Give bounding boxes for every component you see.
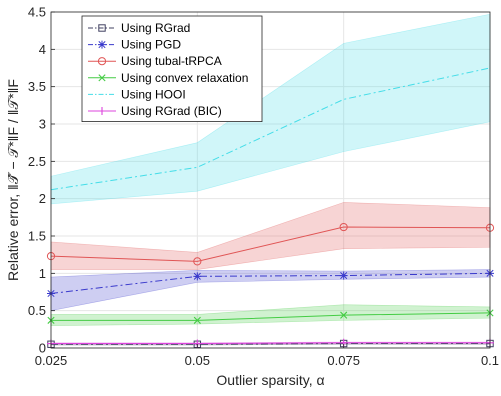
y-tick-label: 3.5 xyxy=(28,79,46,94)
legend-label: Using HOOI xyxy=(121,87,186,101)
series-line xyxy=(50,67,491,191)
data-point xyxy=(193,272,202,281)
series-line xyxy=(50,226,491,262)
x-axis-label: Outlier sparsity, α xyxy=(216,372,324,388)
data-point xyxy=(98,24,106,32)
legend-label: Using RGrad (BIC) xyxy=(121,104,222,118)
confidence-band xyxy=(50,304,491,326)
y-tick-label: 1.5 xyxy=(28,229,46,244)
data-point xyxy=(339,271,348,280)
legend: Using RGrad Using PGD Using tubal-tRPCA Usi… xyxy=(81,15,263,122)
y-tick-label: 4.5 xyxy=(28,5,46,20)
legend-label: Using convex relaxation xyxy=(121,71,248,85)
data-point xyxy=(193,316,201,324)
data-point xyxy=(193,257,202,266)
x-tick-label: 0.075 xyxy=(327,353,360,368)
series-line xyxy=(50,272,491,294)
data-point xyxy=(98,40,106,49)
series-line xyxy=(51,343,490,345)
y-tick-label: 2.5 xyxy=(28,154,46,169)
x-tick-label: 0.1 xyxy=(481,353,499,368)
legend-label: Using PGD xyxy=(121,38,181,52)
plot-frame xyxy=(50,11,491,349)
data-point xyxy=(340,311,348,319)
legend-box xyxy=(81,15,263,122)
y-axis-label: Relative error, ‖𝒯̂ − 𝒯*‖F / ‖𝒯*‖F xyxy=(5,79,21,281)
y-tick-label: 3 xyxy=(39,117,46,132)
data-point xyxy=(98,107,106,115)
y-tick-label: 0 xyxy=(39,341,46,356)
series-line xyxy=(51,342,490,345)
y-tick-label: 0.5 xyxy=(28,303,46,318)
y-tick-label: 2 xyxy=(39,191,46,206)
x-tick-label: 0.05 xyxy=(185,353,210,368)
y-tick-label: 1 xyxy=(39,266,46,281)
data-point xyxy=(98,74,106,82)
axis-ticks: 0.025 0.05 0.075 0.1 0 0.5 1 1.5 2 2.5 3 3.5 4 4.5 xyxy=(28,5,499,369)
data-point xyxy=(97,57,107,66)
series-line xyxy=(51,312,491,321)
legend-label: Using RGrad xyxy=(121,21,190,35)
series-lines xyxy=(50,67,491,345)
y-tick-label: 4 xyxy=(39,42,46,57)
x-tick-label: 0.025 xyxy=(35,353,68,368)
legend-label: Using tubal-tRPCA xyxy=(121,54,222,68)
data-point xyxy=(339,222,348,232)
